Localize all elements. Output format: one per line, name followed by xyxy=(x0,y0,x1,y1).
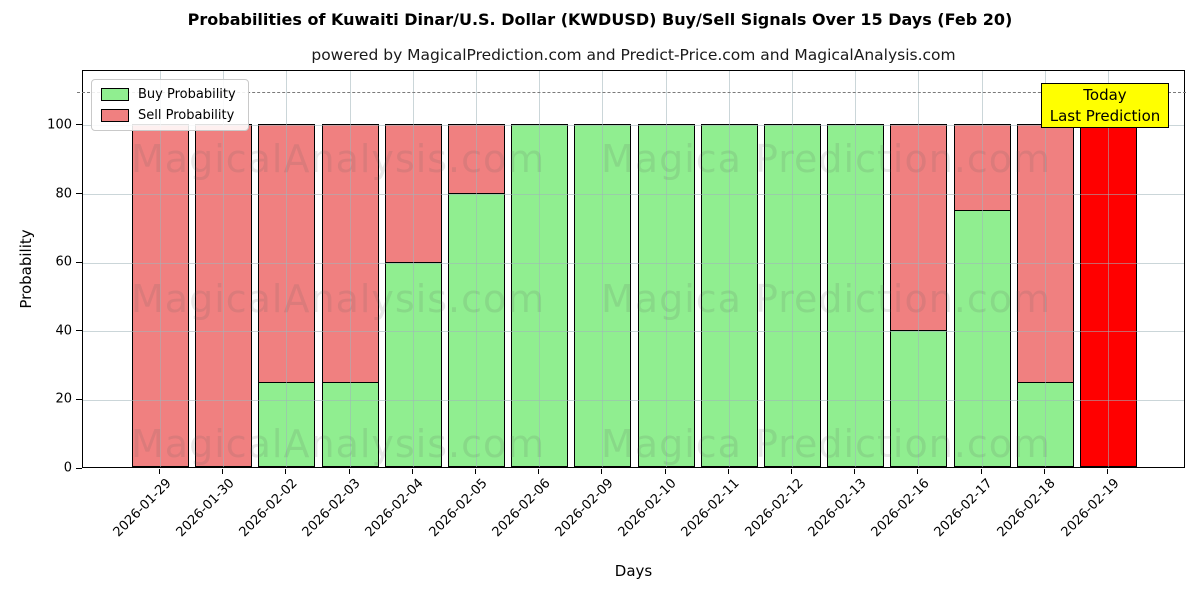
v-gridline xyxy=(539,71,541,467)
watermark-prediction: Magica Prediction.com xyxy=(601,277,1052,321)
h-gridline xyxy=(83,331,1184,333)
x-tick-label: 2026-02-04 xyxy=(362,476,427,541)
v-gridline xyxy=(160,71,161,467)
x-tick-mark xyxy=(285,469,287,474)
x-tick-label: 2026-01-30 xyxy=(173,476,238,541)
x-tick-mark xyxy=(1043,469,1045,474)
today-annotation-box: Today Last Prediction xyxy=(1041,83,1169,128)
y-tick-label: 20 xyxy=(55,391,72,407)
v-gridline xyxy=(918,71,920,467)
buy-swatch-icon xyxy=(101,88,129,101)
x-tick-mark xyxy=(854,469,856,474)
x-tick-label: 2026-02-18 xyxy=(994,476,1059,541)
x-tick-mark xyxy=(727,469,729,474)
v-gridline xyxy=(286,71,288,467)
h-gridline xyxy=(83,399,1184,401)
v-gridline xyxy=(792,71,793,467)
x-tick-label: 2026-02-05 xyxy=(426,476,491,541)
x-tick-label: 2026-02-11 xyxy=(678,476,743,541)
y-tick-mark xyxy=(76,261,82,263)
v-gridline xyxy=(602,71,604,467)
x-tick-mark xyxy=(791,469,792,474)
x-tick-label: 2026-02-16 xyxy=(868,476,933,541)
y-axis-title: Probability xyxy=(17,229,35,309)
legend-item-buy: Buy Probability xyxy=(101,87,236,102)
legend-buy-label: Buy Probability xyxy=(138,87,236,102)
watermark-prediction: Magica Prediction.com xyxy=(601,422,1052,466)
y-tick-mark xyxy=(76,398,82,400)
x-tick-label: 2026-02-19 xyxy=(1058,476,1123,541)
y-tick-mark xyxy=(76,124,82,126)
y-tick-label: 40 xyxy=(55,323,72,339)
x-tick-mark xyxy=(917,469,919,474)
y-tick-label: 100 xyxy=(47,117,72,133)
dashed-reference-line xyxy=(77,91,1186,93)
h-gridline xyxy=(83,194,1184,196)
x-tick-mark xyxy=(1107,469,1108,474)
today-annotation-line2: Last Prediction xyxy=(1049,106,1161,125)
y-tick-label: 0 xyxy=(63,460,72,476)
chart-title: Probabilities of Kuwaiti Dinar/U.S. Doll… xyxy=(187,10,1013,29)
watermark-analysis: MagicalAnalysis.com xyxy=(131,277,546,321)
x-tick-label: 2026-02-10 xyxy=(615,476,680,541)
legend: Buy Probability Sell Probability xyxy=(91,79,249,131)
watermark-prediction: Magica Prediction.com xyxy=(601,137,1052,181)
v-gridline xyxy=(981,71,983,467)
v-gridline xyxy=(728,71,730,467)
y-tick-label: 60 xyxy=(55,254,72,270)
x-tick-label: 2026-02-12 xyxy=(742,476,807,541)
x-tick-label: 2026-02-02 xyxy=(236,476,301,541)
legend-sell-label: Sell Probability xyxy=(138,108,235,123)
h-gridline xyxy=(83,125,1184,127)
chart-subtitle: powered by MagicalPrediction.com and Pre… xyxy=(311,46,956,64)
h-gridline xyxy=(83,262,1184,264)
v-gridline xyxy=(1108,71,1109,467)
y-tick-mark xyxy=(76,193,82,195)
v-gridline xyxy=(476,71,477,467)
x-tick-mark xyxy=(664,469,666,474)
v-gridline xyxy=(223,71,225,467)
v-gridline xyxy=(855,71,857,467)
y-tick-mark xyxy=(76,330,82,332)
watermark-analysis: MagicalAnalysis.com xyxy=(131,137,546,181)
legend-item-sell: Sell Probability xyxy=(101,108,236,123)
x-tick-label: 2026-02-17 xyxy=(931,476,996,541)
v-gridline xyxy=(412,71,414,467)
x-tick-label: 2026-02-09 xyxy=(552,476,617,541)
x-tick-mark xyxy=(475,469,476,474)
x-axis-title: Days xyxy=(614,562,653,580)
x-tick-mark xyxy=(159,469,160,474)
x-tick-mark xyxy=(980,469,982,474)
y-tick-label: 80 xyxy=(55,186,72,202)
x-tick-label: 2026-02-03 xyxy=(299,476,364,541)
x-tick-label: 2026-02-13 xyxy=(805,476,870,541)
v-gridline xyxy=(349,71,351,467)
v-gridline xyxy=(1044,71,1046,467)
x-tick-mark xyxy=(411,469,413,474)
y-tick-mark xyxy=(76,467,82,469)
v-gridline xyxy=(665,71,667,467)
watermark-analysis: MagicalAnalysis.com xyxy=(131,422,546,466)
sell-swatch-icon xyxy=(101,109,129,122)
x-tick-mark xyxy=(348,469,350,474)
today-annotation-line1: Today xyxy=(1083,86,1127,105)
x-tick-label: 2026-02-06 xyxy=(489,476,554,541)
plot-area: Buy Probability Sell Probability Today L… xyxy=(77,70,1186,468)
x-tick-mark xyxy=(222,469,224,474)
x-tick-mark xyxy=(538,469,540,474)
x-tick-label: 2026-01-29 xyxy=(110,476,175,541)
x-tick-mark xyxy=(601,469,603,474)
